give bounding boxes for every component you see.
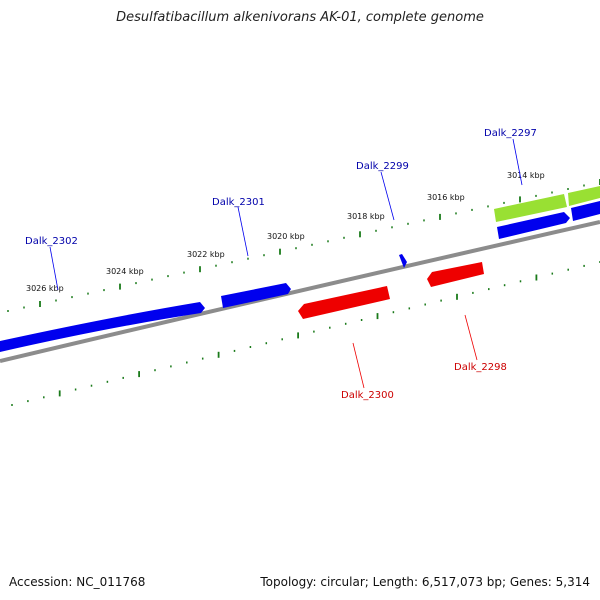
gene-label-dalk-2301[interactable]: Dalk_2301 [212,197,265,208]
leader-dalk-2300 [352,342,365,389]
tick-label-3026: 3026 kbp [26,284,64,293]
leader-dalk-2298 [464,314,478,361]
tick-label-3022: 3022 kbp [187,250,225,259]
leader-dalk-2301 [237,206,249,257]
leader-dalk-2302 [49,246,59,291]
tick-label-3016: 3016 kbp [427,193,465,202]
outer-scale-ticks [7,179,600,312]
leader-dalk-2299 [380,171,395,221]
tick-label-3020: 3020 kbp [267,232,305,241]
tick-label-3018: 3018 kbp [347,212,385,221]
inner-scale-ticks [11,261,600,406]
tick-label-3024: 3024 kbp [106,267,144,276]
gene-arrow-dalk-2301[interactable] [221,283,291,308]
tick-label-3014: 3014 kbp [507,171,545,180]
gene-label-dalk-2302[interactable]: Dalk_2302 [25,236,78,247]
gene-label-dalk-2300[interactable]: Dalk_2300 [341,390,394,401]
gene-arrow-dalk-2299[interactable] [399,254,407,268]
genome-backbone [0,220,600,363]
gene-label-dalk-2299[interactable]: Dalk_2299 [356,161,409,172]
gene-arrow-highlighted-2[interactable] [568,186,600,206]
gene-arrow-highlighted[interactable] [494,194,567,222]
gene-label-dalk-2297[interactable]: Dalk_2297 [484,128,537,139]
gene-arrow-dalk-2298[interactable] [427,262,484,287]
map-title: Desulfatibacillum alkenivorans AK-01, co… [116,10,484,25]
genome-info-text: Topology: circular; Length: 6,517,073 bp… [260,575,590,589]
accession-text: Accession: NC_011768 [9,575,146,589]
gene-arrow-dalk-2300[interactable] [298,286,390,319]
gene-arrow-dalk-2302[interactable] [0,302,205,352]
gene-arrow-dalk-2297[interactable] [497,212,570,239]
gene-label-dalk-2298[interactable]: Dalk_2298 [454,362,507,373]
leader-dalk-2297 [512,138,523,186]
gene-arrow-next-forward[interactable] [571,201,600,221]
